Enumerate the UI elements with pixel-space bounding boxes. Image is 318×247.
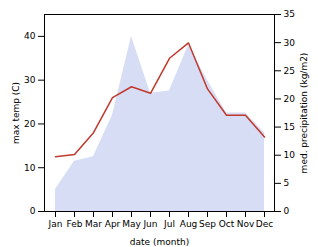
svg-text:med. precipitation (kg/m2): med. precipitation (kg/m2) xyxy=(299,53,309,174)
svg-text:35: 35 xyxy=(284,9,295,19)
svg-text:max temp (C): max temp (C) xyxy=(11,82,21,144)
svg-text:Oct: Oct xyxy=(219,219,235,229)
svg-text:40: 40 xyxy=(24,31,36,41)
svg-text:30: 30 xyxy=(24,75,36,85)
svg-text:Nov: Nov xyxy=(237,219,255,229)
svg-text:Jun: Jun xyxy=(142,219,157,229)
svg-text:15: 15 xyxy=(284,122,295,132)
svg-text:Dec: Dec xyxy=(256,219,273,229)
svg-text:Sep: Sep xyxy=(199,219,216,229)
svg-text:Mar: Mar xyxy=(85,219,102,229)
svg-text:20: 20 xyxy=(24,119,36,129)
svg-text:30: 30 xyxy=(284,38,296,48)
svg-text:10: 10 xyxy=(24,163,36,173)
svg-text:May: May xyxy=(122,219,141,229)
svg-text:date (month): date (month) xyxy=(130,237,189,247)
svg-text:20: 20 xyxy=(284,94,296,104)
svg-text:Aug: Aug xyxy=(180,219,198,229)
svg-text:10: 10 xyxy=(284,150,296,160)
svg-text:Apr: Apr xyxy=(105,219,121,229)
svg-text:5: 5 xyxy=(284,178,290,188)
svg-text:Jul: Jul xyxy=(163,219,175,229)
svg-text:0: 0 xyxy=(30,206,36,216)
svg-text:Feb: Feb xyxy=(67,219,83,229)
svg-text:25: 25 xyxy=(284,66,295,76)
svg-text:0: 0 xyxy=(284,206,290,216)
svg-text:Jan: Jan xyxy=(48,219,63,229)
